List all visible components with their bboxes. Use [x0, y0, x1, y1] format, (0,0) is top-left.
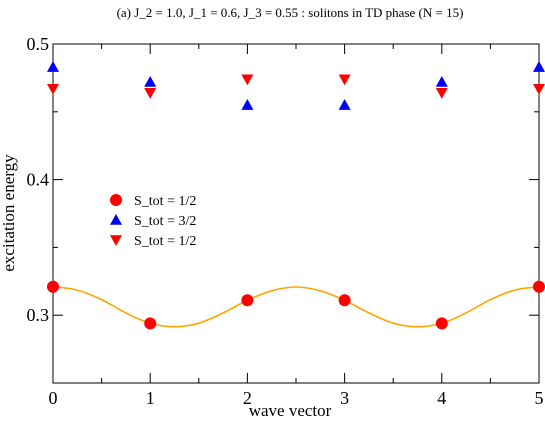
- data-point-series-2: [47, 61, 59, 72]
- x-tick-label: 1: [146, 388, 155, 408]
- data-point-series-2: [338, 99, 351, 110]
- data-point-series-3: [47, 83, 59, 95]
- data-point-series-3: [435, 88, 448, 99]
- legend-marker-series-1: [110, 194, 122, 206]
- legend-label-series-1: S_tot = 1/2: [134, 194, 196, 209]
- data-point-series-1: [435, 317, 448, 330]
- data-point-series-1: [338, 294, 351, 307]
- y-tick-label: 0.3: [27, 305, 50, 325]
- chart-title: (a) J_2 = 1.0, J_1 = 0.6, J_3 = 0.55 : s…: [117, 5, 464, 20]
- data-point-series-1: [241, 294, 254, 307]
- legend: S_tot = 1/2 S_tot = 3/2 S_tot = 1/2: [110, 194, 196, 249]
- x-tick-label: 3: [340, 388, 349, 408]
- data-point-series-2: [533, 61, 545, 72]
- legend-label-series-3: S_tot = 1/2: [134, 234, 196, 249]
- data-point-series-2: [241, 99, 254, 110]
- data-point-series-2: [144, 75, 157, 87]
- data-point-series-3: [533, 83, 545, 95]
- data-point-series-3: [241, 74, 254, 86]
- legend-marker-series-2: [110, 214, 122, 225]
- y-tick-label: 0.5: [27, 34, 50, 54]
- fit-curve-line: [52, 285, 540, 328]
- legend-label-series-2: S_tot = 3/2: [134, 214, 196, 229]
- x-axis-label: wave vector: [249, 401, 332, 420]
- data-point-series-2: [435, 75, 448, 87]
- y-tick-label: 0.4: [27, 170, 50, 190]
- y-axis-label: excitation energy: [0, 154, 18, 272]
- plot-area: 0 1 2 3 4 5 0.3 0.4 0.5: [27, 34, 545, 408]
- data-point-series-1: [47, 280, 59, 293]
- x-tick-label: 2: [243, 388, 252, 408]
- x-tick-label: 0: [49, 388, 58, 408]
- data-point-series-1: [533, 280, 545, 293]
- data-point-series-1: [144, 317, 157, 330]
- x-tick-label: 4: [437, 388, 446, 408]
- x-tick-label: 5: [535, 388, 544, 408]
- plot-frame: [52, 43, 540, 384]
- data-point-series-3: [338, 74, 351, 86]
- data-point-series-3: [144, 88, 157, 99]
- legend-marker-series-3: [110, 235, 122, 246]
